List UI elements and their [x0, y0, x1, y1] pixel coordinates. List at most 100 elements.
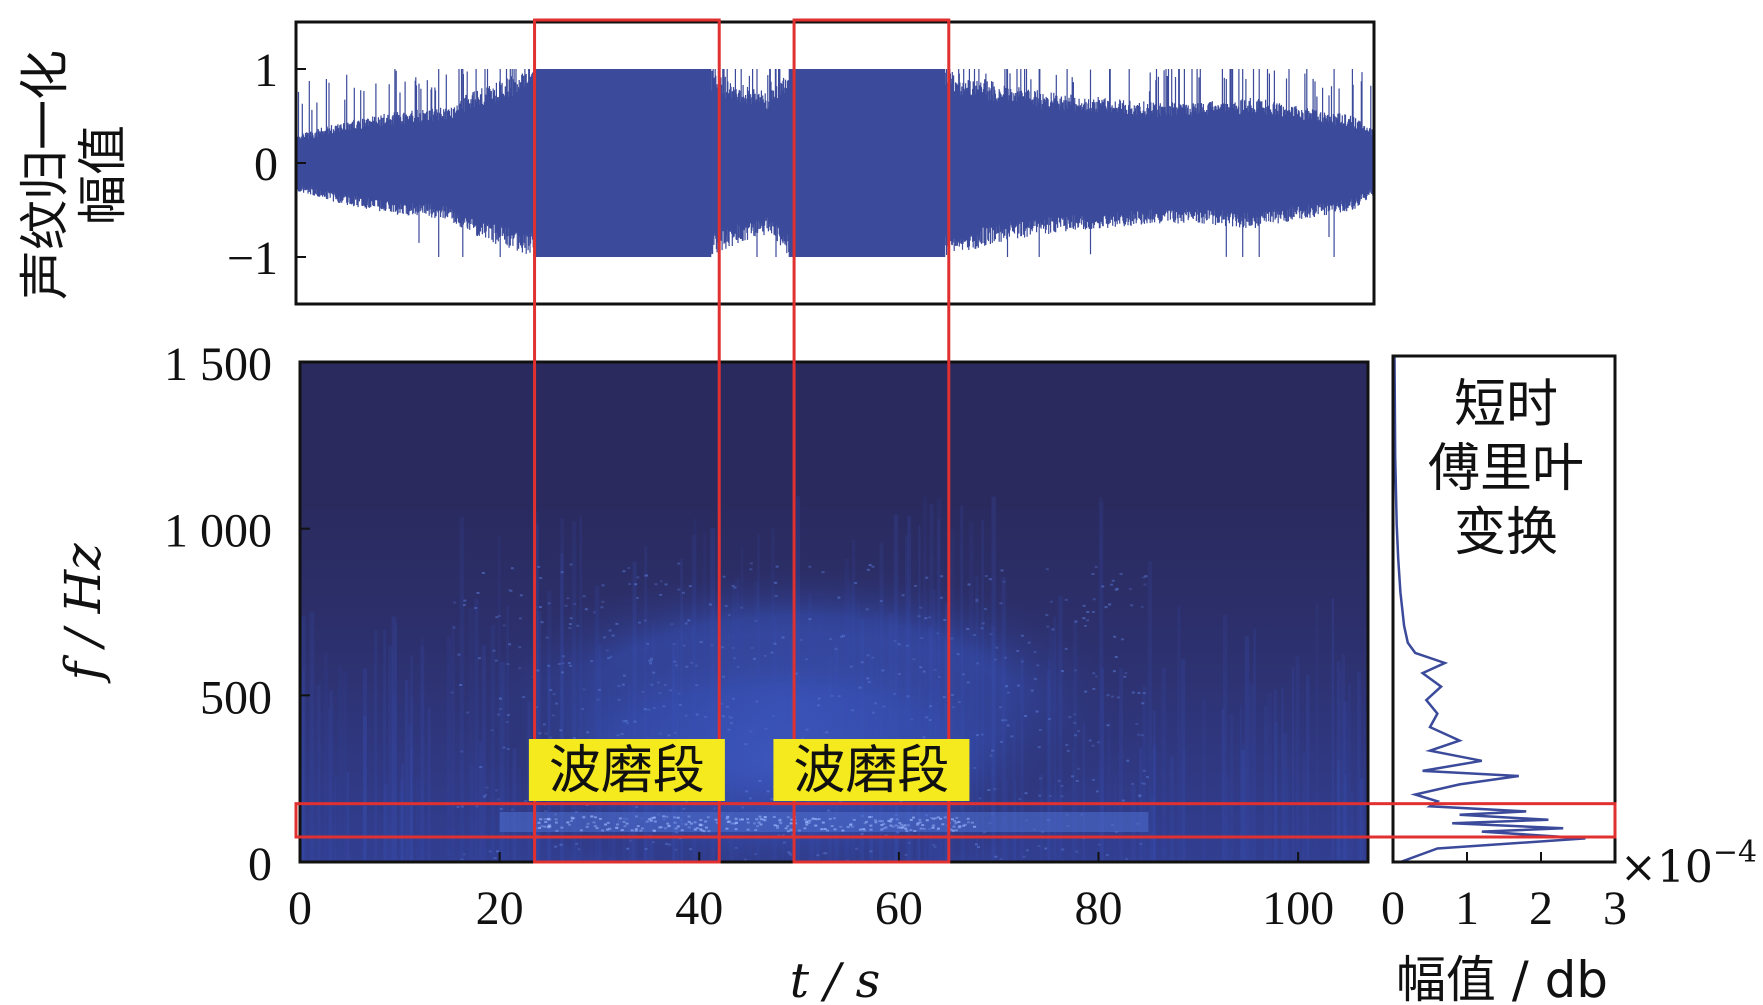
spectrogram-band-speckle	[803, 818, 807, 821]
spectrogram-band-speckle	[894, 824, 898, 827]
spectrogram-speckle	[669, 689, 673, 692]
spectrogram-band-speckle	[537, 821, 541, 824]
spectrogram-speckle	[754, 619, 758, 622]
spectrogram-streak	[771, 527, 775, 862]
spectrogram-speckle	[748, 797, 752, 800]
spectrogram-streak	[1181, 658, 1186, 862]
spectrogram-speckle	[1051, 628, 1055, 631]
spectrogram-speckle	[542, 723, 546, 726]
spectrogram-streak	[904, 534, 909, 862]
spectrogram-band-speckle	[805, 823, 809, 826]
spectrogram-speckle	[1143, 583, 1147, 586]
spectrogram-streak	[1099, 501, 1104, 862]
spectrogram-speckle	[651, 841, 655, 844]
spectrogram-band-speckle	[823, 828, 827, 831]
spectrogram-band-speckle	[807, 819, 811, 822]
spectrogram-speckle	[727, 728, 731, 731]
spectrogram-speckle	[925, 576, 929, 579]
spectrogram-speckle	[789, 853, 793, 856]
spectrogram-streak	[1225, 776, 1230, 862]
spectrogram-speckle	[463, 599, 467, 602]
spectrogram-speckle	[817, 697, 821, 700]
spectrogram-band-speckle	[726, 820, 730, 823]
spectrogram-streak	[446, 636, 452, 862]
spectrogram-speckle	[673, 660, 677, 663]
spectrogram-speckle	[695, 713, 699, 716]
spectrogram-speckle	[987, 788, 991, 791]
spectrogram-streak	[1169, 756, 1174, 862]
spectrogram-speckle	[991, 749, 995, 752]
spectrogram-streak	[1142, 686, 1147, 862]
spectrogram-speckle	[1142, 692, 1146, 695]
spectrogram-streak	[949, 530, 955, 862]
spectrogram-speckle	[713, 807, 717, 810]
spectrogram-speckle	[745, 790, 749, 793]
spectrogram-speckle	[664, 583, 668, 586]
spectrogram-streak	[848, 580, 854, 862]
spectrogram-speckle	[554, 845, 558, 848]
spectrogram-speckle	[871, 711, 875, 714]
spectrogram-band-speckle	[936, 816, 940, 819]
spectrogram-streak	[922, 496, 927, 862]
spectrogram-band-speckle	[906, 824, 910, 827]
spectrogram-speckle	[560, 571, 564, 574]
spectrogram-streak	[384, 783, 389, 862]
spectrogram-streak	[975, 576, 979, 862]
spectrogram-speckle	[509, 589, 513, 592]
spectrogram-band-speckle	[918, 818, 922, 821]
spectrogram-band-speckle	[754, 829, 758, 832]
spectrogram-speckle	[1064, 598, 1068, 601]
spectrogram-band-speckle	[543, 818, 547, 821]
spectrogram-speckle	[462, 604, 466, 607]
spectrogram-speckle	[636, 576, 640, 579]
spectrogram-speckle	[1142, 782, 1146, 785]
spectrogram-streak	[851, 539, 856, 862]
spectrogram-band-speckle	[962, 824, 966, 827]
spectrogram-speckle	[493, 857, 497, 860]
spectrogram-speckle	[710, 644, 714, 647]
spectrogram-band-speckle	[915, 823, 919, 826]
spectrogram-speckle	[817, 704, 821, 707]
spectrogram-x-tick-label: 40	[675, 882, 723, 935]
spectrogram-band-speckle	[601, 829, 605, 832]
spectrogram-streak	[536, 610, 542, 862]
spectrogram-speckle	[647, 708, 651, 711]
spectrogram-band-speckle	[704, 826, 708, 829]
spectrogram-band-speckle	[716, 821, 720, 824]
spectrogram-speckle	[622, 570, 626, 573]
spectrogram-streak	[1150, 795, 1156, 862]
spectrogram-band-speckle	[899, 823, 903, 826]
spectrogram-band-speckle	[674, 827, 678, 830]
spectrogram-speckle	[682, 807, 686, 810]
spectrogram-speckle	[906, 695, 910, 698]
spectrogram-speckle	[869, 850, 873, 853]
spectrogram-band-speckle	[852, 818, 856, 821]
spectrogram-speckle	[937, 675, 941, 678]
spectrogram-streak	[1229, 713, 1234, 862]
spectrogram-speckle	[980, 627, 984, 630]
spectrogram-band-speckle	[673, 816, 677, 819]
spectrogram-band-speckle	[821, 821, 825, 824]
spectrogram-band-speckle	[704, 820, 708, 823]
spectrogram-band-speckle	[699, 828, 703, 831]
spectrogram-speckle	[950, 693, 954, 696]
spectrogram-speckle	[682, 644, 686, 647]
spectrogram-speckle	[1046, 625, 1050, 628]
spectrogram-speckle	[849, 665, 853, 668]
spectrogram-streak	[1282, 733, 1288, 862]
spectrogram-band-speckle	[554, 818, 558, 821]
spectrogram-speckle	[508, 643, 512, 646]
spectrogram-speckle	[704, 715, 708, 718]
spectrogram-band-speckle	[615, 827, 619, 830]
spectrogram-band-speckle	[815, 818, 819, 821]
spectrogram-band-speckle	[863, 822, 867, 825]
spectrogram-streak	[1336, 759, 1341, 862]
spectrogram-speckle	[549, 736, 553, 739]
spectrogram-speckle	[919, 606, 923, 609]
spectrogram-speckle	[736, 665, 740, 668]
spectrogram-streak	[1107, 718, 1111, 862]
spectrogram-speckle	[552, 693, 556, 696]
spectrogram-band-speckle	[647, 818, 651, 821]
spectrogram-band-speckle	[569, 819, 573, 822]
spectrogram-speckle	[596, 698, 600, 701]
